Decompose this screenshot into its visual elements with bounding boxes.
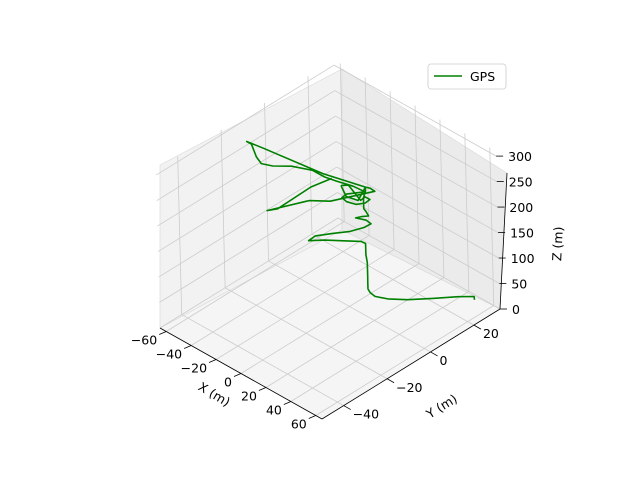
- grid-line: [157, 141, 337, 252]
- grid-line: [307, 76, 313, 235]
- z-axis-line: [499, 172, 508, 310]
- x-axis-tick-label: 0: [224, 375, 232, 390]
- y-axis-line: [321, 308, 501, 420]
- x-axis-tick-label: 40: [266, 403, 282, 418]
- z-axis-tick-label: 250: [509, 175, 533, 190]
- grid-line: [155, 64, 335, 176]
- grid-line: [156, 90, 335, 201]
- x-axis-ticks: −60−40−20 0 20 40 60: [131, 331, 316, 432]
- grid-line: [159, 217, 339, 329]
- z-axis-tick-label: 0: [512, 302, 520, 317]
- z-axis-label: Z (m): [549, 226, 566, 261]
- z-axis-tick-label: 200: [509, 200, 533, 215]
- grid-line: [489, 147, 495, 306]
- y-axis-tick-label: −20: [396, 380, 422, 395]
- x-axis-tick-label: −60: [131, 333, 157, 348]
- series-line-gps: [245, 140, 476, 301]
- y-axis-tick-label: 0: [440, 353, 448, 368]
- grid-line: [157, 115, 336, 227]
- grid-line: [389, 91, 395, 250]
- x-axis-tick-label: −40: [156, 347, 182, 362]
- x-axis-tick-mark: [308, 415, 316, 419]
- grid-line: [364, 77, 370, 236]
- grid-line: [339, 63, 345, 222]
- grid-line: [224, 287, 388, 380]
- x-axis-tick-mark: [159, 331, 167, 335]
- grid-line: [190, 235, 370, 346]
- grid-line: [181, 314, 344, 406]
- y-axis-tick-mark: [386, 378, 395, 384]
- grid-line: [337, 217, 501, 310]
- grid-line: [158, 166, 337, 278]
- grid-line: [333, 64, 497, 157]
- grid-line: [264, 102, 269, 261]
- grid-line: [464, 133, 470, 292]
- x-axis-tick-label: −20: [181, 361, 207, 376]
- y-axis-tick-mark: [473, 324, 482, 330]
- grid-line: [336, 166, 499, 259]
- grid-line: [290, 291, 470, 402]
- z-axis-tick-label: 300: [508, 149, 532, 164]
- y-axis-tick-label: 20: [483, 326, 499, 341]
- z-axis-tick-label: 100: [511, 251, 535, 266]
- grid-line: [439, 119, 445, 278]
- x-axis-tick-mark: [283, 401, 292, 405]
- x-axis-tick-mark: [183, 345, 192, 349]
- x-axis-tick-label: 20: [241, 389, 257, 404]
- y-axis-tick-label: −40: [353, 407, 379, 422]
- z-axis-tick-label: 150: [510, 226, 534, 241]
- grid-line: [334, 90, 497, 182]
- grid-lines: [155, 63, 501, 416]
- grid-line: [414, 105, 420, 264]
- x-axis-tick-mark: [208, 359, 217, 363]
- grid-line: [240, 263, 420, 374]
- grid-line: [159, 192, 338, 303]
- x-axis-tick-label: 60: [291, 417, 307, 432]
- grid-line: [335, 115, 498, 208]
- y-axis-ticks: −40 −20 0 20: [343, 324, 499, 422]
- grid-line: [268, 260, 431, 353]
- x-axis-tick-mark: [258, 387, 267, 391]
- grid-line: [177, 156, 183, 315]
- x-axis-tick-mark: [233, 373, 242, 377]
- z-axis-tick-label: 50: [511, 277, 527, 292]
- z-axis-ticks: 0 50 100 150 200 250 300: [496, 149, 535, 317]
- grid-line: [265, 277, 445, 388]
- grid-line: [311, 233, 475, 326]
- legend-box: [427, 63, 507, 90]
- legend: GPS: [427, 63, 507, 90]
- legend-label-gps: GPS: [470, 69, 495, 84]
- grid-line: [215, 249, 395, 360]
- y-axis-tick-mark: [343, 405, 351, 410]
- y-axis-tick-mark: [430, 351, 438, 357]
- grid-line: [220, 129, 226, 288]
- grid-line: [335, 141, 499, 233]
- grid-line: [315, 305, 494, 416]
